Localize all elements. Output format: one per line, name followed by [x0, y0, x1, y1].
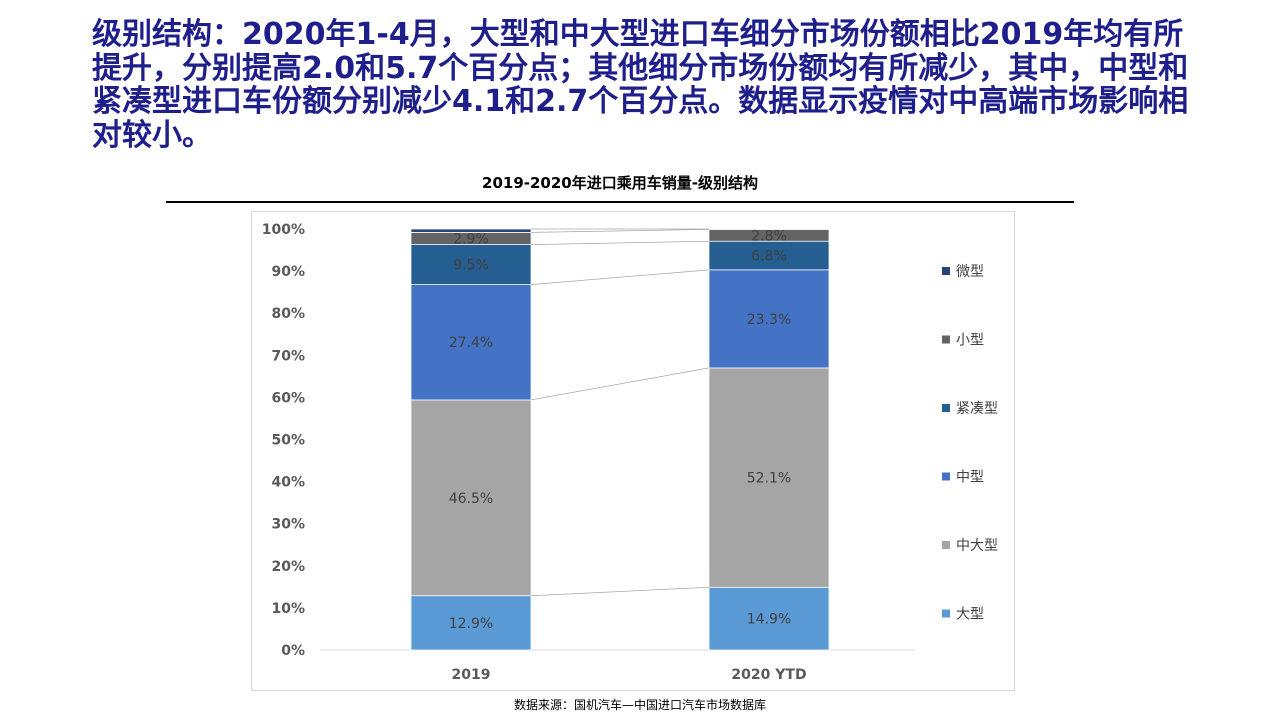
legend-label: 紧凑型: [956, 400, 998, 417]
y-tick-label: 10%: [271, 601, 305, 617]
data-label: 52.1%: [747, 471, 791, 487]
y-tick-label: 40%: [271, 475, 305, 491]
y-tick-label: 100%: [262, 222, 305, 238]
y-tick-label: 20%: [271, 559, 305, 575]
series-connector-line: [530, 586, 710, 597]
data-label: 2.9%: [453, 231, 489, 247]
y-tick-label: 70%: [271, 348, 305, 364]
series-connector-line: [530, 269, 710, 285]
legend-swatch: [942, 472, 950, 481]
data-label: 23.3%: [747, 312, 791, 328]
legend-label: 小型: [956, 333, 984, 349]
bar-segment: [708, 586, 830, 651]
data-label: 2.8%: [751, 228, 787, 244]
data-label: 12.9%: [449, 616, 493, 632]
headline-text: 级别结构：2020年1-4月，大型和中大型进口车细分市场份额相比2019年均有所…: [92, 17, 1189, 153]
y-tick-label: 30%: [271, 517, 305, 533]
bar-segment: [410, 399, 532, 597]
chart-title: 2019-2020年进口乘用车销量-级别结构: [482, 174, 758, 192]
legend-swatch: [942, 404, 950, 412]
data-label: 27.4%: [449, 335, 493, 351]
data-label: 6.8%: [751, 249, 787, 265]
legend-swatch: [942, 267, 950, 275]
title-underline: [166, 201, 1074, 203]
legend-label: 大型: [956, 607, 984, 623]
bar-segment: [708, 269, 830, 369]
y-tick-label: 90%: [271, 264, 305, 280]
bar-segment: [410, 284, 532, 401]
data-label: 14.9%: [747, 612, 791, 628]
bar-segment: [708, 240, 830, 271]
stacked-bar-chart: 0% 10% 20% 30% 40% 50% 60% 70% 80% 90% 100% 12.9% 46…: [262, 222, 998, 683]
legend-swatch: [942, 541, 950, 549]
y-tick-label: 0%: [281, 643, 305, 659]
series-connector-line: [530, 367, 710, 401]
series-connector-line: [530, 240, 710, 245]
legend-label: 中型: [956, 470, 984, 486]
x-tick-label: 2019: [452, 667, 491, 683]
legend-label: 中大型: [956, 538, 998, 554]
series-connector-line: [530, 229, 710, 233]
bar-segment: [410, 228, 532, 233]
bar-segment: [410, 595, 532, 651]
data-label: 46.5%: [449, 491, 493, 507]
data-label: 9.5%: [453, 258, 489, 274]
y-tick-label: 80%: [271, 306, 305, 322]
bar-segment: [410, 244, 532, 285]
y-tick-label: 60%: [271, 390, 305, 406]
chart-area: 0% 10% 20% 30% 40% 50% 60% 70% 80% 90% 100% 12.9% 46…: [251, 211, 1015, 691]
source-note: 数据来源：国机汽车—中国进口汽车市场数据库: [513, 698, 766, 712]
legend-swatch: [942, 609, 950, 618]
legend-label: 微型: [956, 264, 984, 280]
y-tick-label: 50%: [271, 433, 305, 449]
bar-segment: [708, 367, 830, 588]
legend-swatch: [942, 335, 950, 344]
x-tick-label: 2020 YTD: [731, 667, 806, 683]
